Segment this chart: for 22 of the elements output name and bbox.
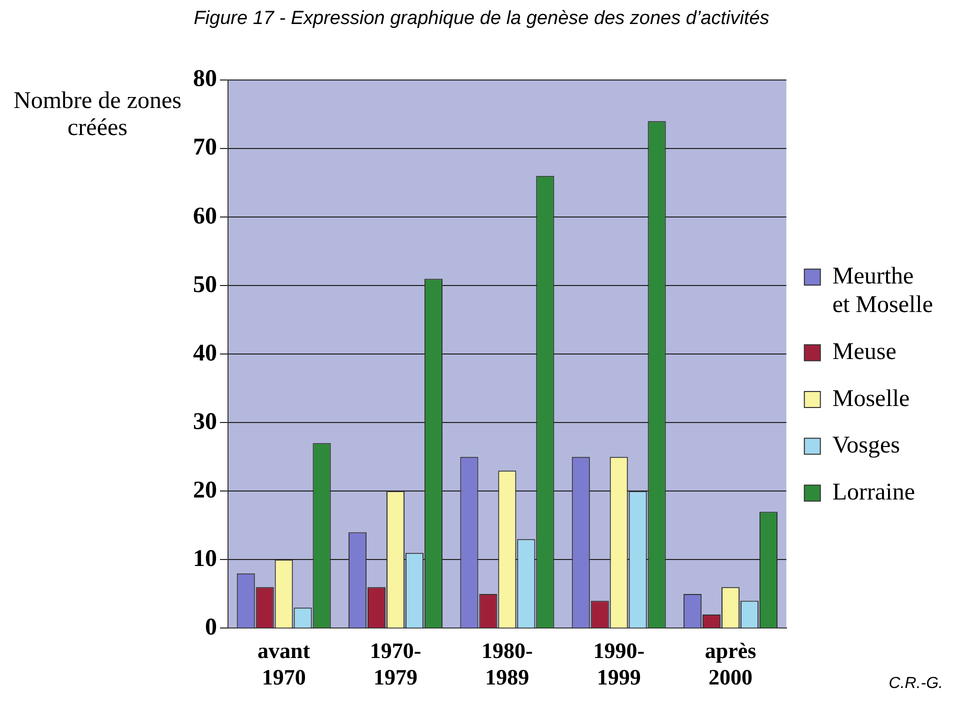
y-tick-label: 40 [193, 340, 217, 366]
y-tick-label: 30 [193, 408, 217, 435]
legend-label: Vosges [832, 432, 900, 459]
legend-label: Lorraine [832, 479, 915, 506]
y-tick-label: 0 [205, 614, 217, 640]
y-tick-label: 50 [193, 272, 217, 298]
y-tick-label: 70 [193, 134, 217, 161]
x-tick-label: avant 1970 [258, 638, 311, 690]
y-tick-label: 80 [193, 66, 217, 92]
x-tick-label: 1980-1989 [482, 638, 533, 690]
legend-label: Meuse [832, 338, 896, 365]
legend-label: Meurthe et Moselle [832, 263, 933, 318]
y-tick-label: 60 [193, 203, 217, 230]
legend-label: Moselle [832, 386, 910, 412]
text: C.R.-G. [888, 675, 943, 693]
x-tick-label: 1990-1999 [593, 638, 645, 690]
y-tick-label: 10 [193, 546, 217, 572]
y-axis-title: Nombre de zones créées [12, 88, 182, 142]
x-tick-label: après 2000 [704, 638, 757, 690]
x-tick-label: 1970-1979 [370, 638, 422, 690]
y-tick-label: 20 [193, 477, 217, 504]
chart-title: Figure 17 - Expression graphique de la genèse des zones d’activités [192, 8, 770, 30]
